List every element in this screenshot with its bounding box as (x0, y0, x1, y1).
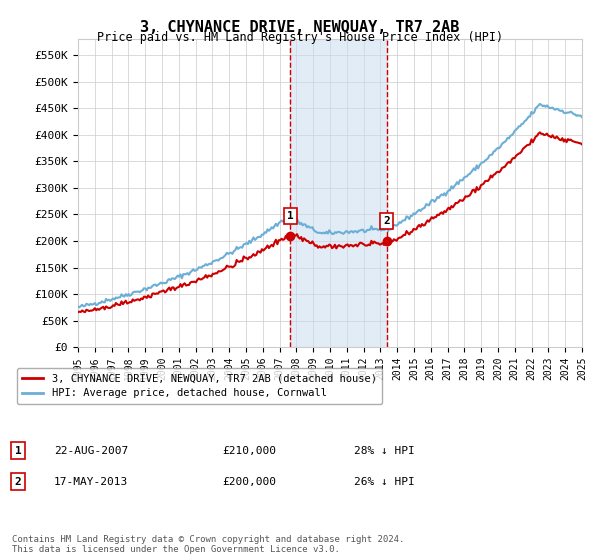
Text: Price paid vs. HM Land Registry's House Price Index (HPI): Price paid vs. HM Land Registry's House … (97, 31, 503, 44)
Text: 28% ↓ HPI: 28% ↓ HPI (354, 446, 415, 456)
Text: 17-MAY-2013: 17-MAY-2013 (54, 477, 128, 487)
Text: 1: 1 (287, 211, 294, 221)
Text: 2: 2 (14, 477, 22, 487)
Text: 22-AUG-2007: 22-AUG-2007 (54, 446, 128, 456)
Legend: 3, CHYNANCE DRIVE, NEWQUAY, TR7 2AB (detached house), HPI: Average price, detach: 3, CHYNANCE DRIVE, NEWQUAY, TR7 2AB (det… (17, 368, 382, 404)
Text: £200,000: £200,000 (222, 477, 276, 487)
Text: Contains HM Land Registry data © Crown copyright and database right 2024.
This d: Contains HM Land Registry data © Crown c… (12, 535, 404, 554)
Text: 1: 1 (14, 446, 22, 456)
Text: £210,000: £210,000 (222, 446, 276, 456)
Text: 2: 2 (383, 216, 390, 226)
Text: 26% ↓ HPI: 26% ↓ HPI (354, 477, 415, 487)
Text: 3, CHYNANCE DRIVE, NEWQUAY, TR7 2AB: 3, CHYNANCE DRIVE, NEWQUAY, TR7 2AB (140, 20, 460, 35)
Bar (290, 39, 386, 347)
